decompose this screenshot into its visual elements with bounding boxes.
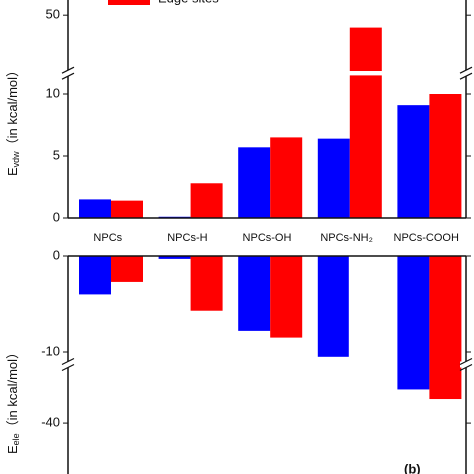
y-label-main: E [5,445,20,454]
y-label-unit: （in kcal/mol） [5,346,20,433]
bar [111,200,143,218]
axis-break-mark [459,72,473,80]
legend-swatch [108,0,150,5]
bar [190,183,223,218]
y-label-unit: （in kcal/mol） [5,64,20,151]
y-axis-label: Evdw（in kcal/mol） [5,64,21,176]
bar [158,256,191,259]
axis-break-mark [61,72,75,80]
bar [397,256,430,390]
axis-break-mark [459,66,473,74]
axis-break-gap [460,70,472,77]
legend-label: Edge sites [158,0,219,5]
axis-break-gap [62,70,74,77]
axis-break-mark [459,357,473,366]
bar [111,256,143,282]
y-tick-label: -10 [41,343,60,358]
bar [349,27,382,218]
y-tick-label: 10 [46,85,60,100]
y-tick-label: 0 [53,247,60,262]
bar [79,199,111,218]
y-tick-label: 5 [53,147,60,162]
x-tick-label: NPCs-NH₂ [320,232,373,244]
bar [429,256,462,400]
y-tick-label: -40 [41,415,60,430]
bar [270,137,303,218]
axis-break-mark [459,363,473,372]
axis-break-gap [62,361,74,368]
bar [317,138,350,218]
bar [270,256,303,338]
bar [190,256,223,311]
x-tick-label: NPCs-COOH [394,232,459,244]
bar [238,147,271,218]
bar [429,94,462,218]
axis-break-mark [61,66,75,74]
axis-break-gap [460,361,472,368]
y-tick-label: 50 [46,7,60,22]
y-tick-label: 0 [53,209,60,224]
axis-break-mark [61,357,75,366]
x-tick-label: NPCs [93,232,122,244]
y-label-main: E [5,167,20,176]
y-axis-label: Eele（in kcal/mol） [5,346,21,454]
bar [317,256,350,357]
axis-break-gap [348,256,383,473]
y-label-sub: ele [11,433,21,445]
y-label-sub: vdw [11,151,21,168]
axis-break-mark [61,363,75,372]
bar [397,105,430,218]
x-tick-label: NPCs-OH [243,232,292,244]
x-tick-label: NPCs-H [167,232,207,244]
axis-break-gap [348,71,383,76]
annotation: (b) [404,461,421,474]
bar [79,256,111,295]
bar [238,256,271,331]
